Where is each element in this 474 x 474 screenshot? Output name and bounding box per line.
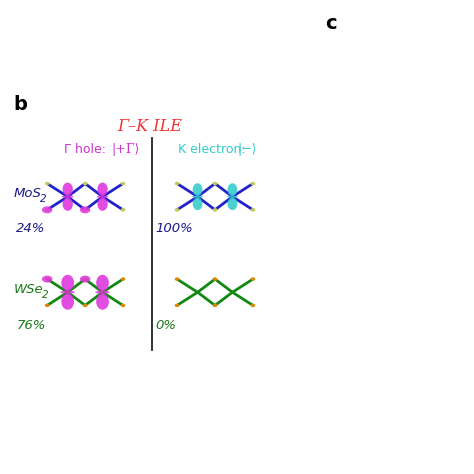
Text: 100%: 100% (155, 221, 193, 235)
Ellipse shape (251, 277, 255, 281)
Ellipse shape (213, 208, 218, 211)
Ellipse shape (121, 277, 126, 281)
Text: 76%: 76% (17, 319, 46, 332)
Ellipse shape (61, 275, 74, 291)
Text: 24%: 24% (17, 221, 46, 235)
Ellipse shape (97, 182, 108, 196)
Ellipse shape (175, 182, 180, 185)
Text: Γ–K ILE: Γ–K ILE (117, 118, 182, 135)
Ellipse shape (83, 304, 88, 307)
Ellipse shape (45, 208, 50, 211)
Ellipse shape (83, 277, 88, 281)
Ellipse shape (192, 196, 203, 198)
Ellipse shape (121, 208, 126, 211)
Ellipse shape (213, 304, 218, 307)
Text: 2: 2 (42, 290, 49, 300)
Text: 0%: 0% (155, 319, 176, 332)
Ellipse shape (213, 182, 218, 185)
Ellipse shape (95, 291, 110, 294)
Text: |−⟩: |−⟩ (237, 143, 257, 156)
Ellipse shape (121, 182, 126, 185)
Text: |+Γ⟩: |+Γ⟩ (111, 143, 139, 156)
Ellipse shape (193, 198, 202, 210)
Ellipse shape (45, 304, 50, 307)
Ellipse shape (83, 182, 88, 185)
Text: 2: 2 (40, 194, 47, 204)
Ellipse shape (61, 293, 74, 310)
Text: WSe: WSe (13, 283, 43, 296)
Ellipse shape (45, 277, 50, 281)
Ellipse shape (213, 277, 218, 281)
Ellipse shape (121, 304, 126, 307)
Text: Γ hole:: Γ hole: (64, 143, 109, 156)
Text: K electron:: K electron: (178, 143, 246, 156)
Ellipse shape (97, 195, 109, 198)
Ellipse shape (251, 304, 255, 307)
Ellipse shape (42, 275, 53, 283)
Ellipse shape (62, 195, 73, 198)
Ellipse shape (96, 275, 109, 291)
Ellipse shape (96, 293, 109, 310)
Ellipse shape (251, 208, 255, 211)
Ellipse shape (175, 208, 180, 211)
Ellipse shape (228, 183, 237, 196)
Ellipse shape (193, 183, 202, 196)
Text: c: c (325, 14, 337, 33)
Ellipse shape (63, 182, 73, 196)
Ellipse shape (228, 198, 237, 210)
Ellipse shape (175, 277, 180, 281)
Ellipse shape (80, 206, 91, 213)
Text: b: b (13, 95, 27, 114)
Ellipse shape (60, 291, 75, 294)
Text: MoS: MoS (13, 187, 41, 200)
Ellipse shape (175, 304, 180, 307)
Ellipse shape (97, 198, 108, 211)
Ellipse shape (45, 182, 50, 185)
Ellipse shape (80, 275, 91, 283)
Ellipse shape (42, 206, 53, 213)
Ellipse shape (63, 198, 73, 211)
Ellipse shape (83, 208, 88, 211)
Ellipse shape (227, 196, 238, 198)
Ellipse shape (251, 182, 255, 185)
